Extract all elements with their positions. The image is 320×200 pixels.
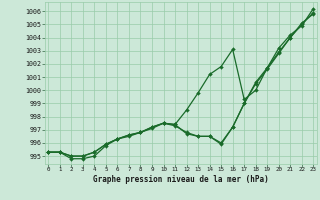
X-axis label: Graphe pression niveau de la mer (hPa): Graphe pression niveau de la mer (hPa) <box>93 175 269 184</box>
